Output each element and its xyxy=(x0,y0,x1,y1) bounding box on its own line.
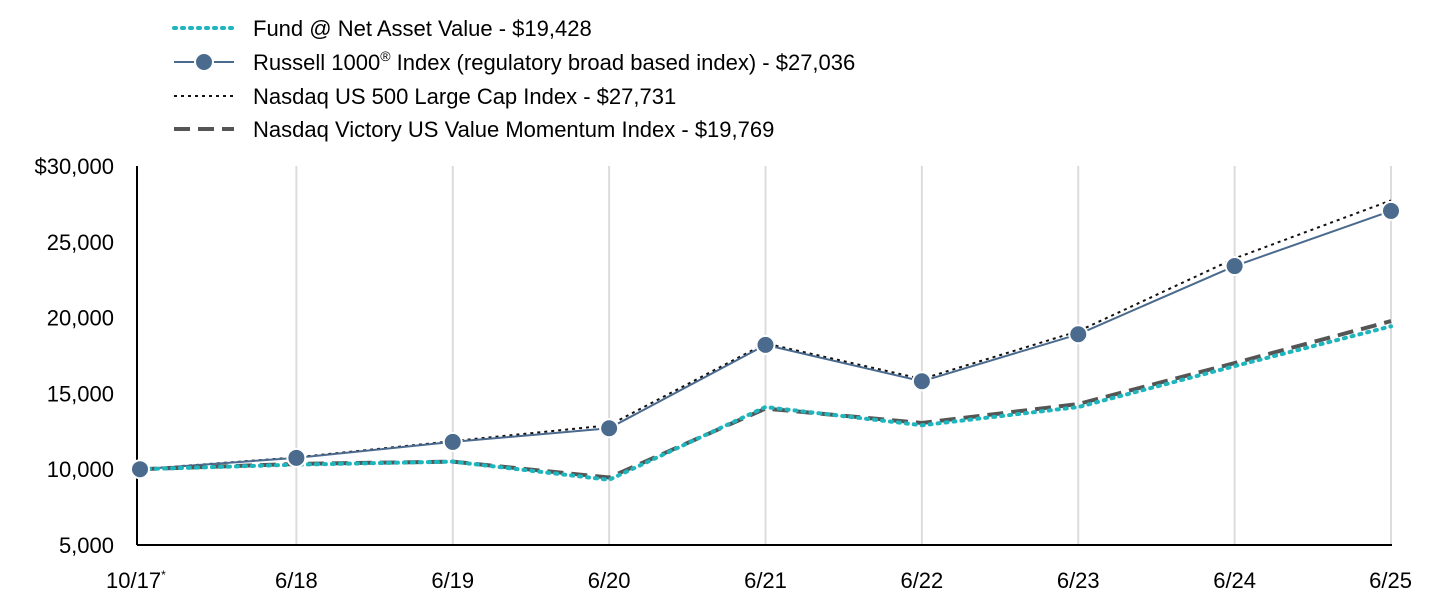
grid xyxy=(295,166,1392,545)
x-tick-label: 6/20 xyxy=(588,568,631,593)
x-tick-footnote-marker: * xyxy=(161,568,166,582)
legend-label-nasdaq-500: Nasdaq US 500 Large Cap Index - $27,731 xyxy=(253,84,676,109)
legend-item-nasdaq-victory: Nasdaq Victory US Value Momentum Index -… xyxy=(174,117,774,142)
y-tick-label: $30,000 xyxy=(34,154,114,179)
y-tick-label: 20,000 xyxy=(47,306,114,331)
series-line-2 xyxy=(139,199,1392,471)
data-point-1-0 xyxy=(130,459,150,480)
series-line-0 xyxy=(138,324,1393,482)
legend-label-russell-main: Russell 1000 xyxy=(253,50,380,75)
x-tick-label: 6/23 xyxy=(1057,568,1100,593)
y-tick-label: 10,000 xyxy=(47,457,114,482)
x-tick-label: 6/25 xyxy=(1369,568,1412,593)
data-point-1-6 xyxy=(1068,324,1089,345)
legend-label-russell-sup: ® xyxy=(380,48,391,64)
data-point-1-4 xyxy=(755,334,776,355)
x-tick-label: 6/19 xyxy=(431,568,474,593)
legend-label-nasdaq-victory: Nasdaq Victory US Value Momentum Index -… xyxy=(253,117,774,142)
data-point-1-8 xyxy=(1381,200,1401,221)
markers xyxy=(130,200,1401,480)
y-tick-label: 25,000 xyxy=(47,230,114,255)
x-tick-label: 6/24 xyxy=(1213,568,1256,593)
legend-label-russell: Russell 1000® Index (regulatory broad ba… xyxy=(253,48,855,75)
x-tick-label: 6/18 xyxy=(275,568,318,593)
legend-item-fund: Fund @ Net Asset Value - $19,428 xyxy=(172,16,592,41)
y-tick-label: 15,000 xyxy=(47,381,114,406)
y-axis-ticks: $30,000 25,000 20,000 15,000 10,000 5,000 xyxy=(34,154,114,558)
data-point-1-5 xyxy=(911,371,932,392)
x-axis-ticks: 10/17* 6/18 6/19 6/20 6/21 6/22 6/23 6/24 6/25 xyxy=(106,568,1412,593)
y-tick-label: 5,000 xyxy=(59,533,114,558)
axes xyxy=(136,166,1392,546)
x-tick-label: 6/22 xyxy=(900,568,943,593)
series-line-3 xyxy=(139,319,1392,480)
data-point-1-2 xyxy=(442,431,463,452)
data-point-1-7 xyxy=(1224,256,1245,277)
legend-label-russell-rest: Index (regulatory broad based index) - $… xyxy=(391,50,856,75)
legend-item-nasdaq-500: Nasdaq US 500 Large Cap Index - $27,731 xyxy=(174,84,676,109)
legend-item-russell: Russell 1000® Index (regulatory broad ba… xyxy=(174,48,855,75)
data-point-1-1 xyxy=(286,447,307,468)
legend-label-fund: Fund @ Net Asset Value - $19,428 xyxy=(253,16,592,41)
legend: Fund @ Net Asset Value - $19,428 Russell… xyxy=(172,16,855,142)
x-tick-label: 6/21 xyxy=(744,568,787,593)
x-tick-label: 10/17* xyxy=(106,568,166,593)
legend-marker-russell xyxy=(194,52,214,72)
data-point-1-3 xyxy=(599,418,620,439)
